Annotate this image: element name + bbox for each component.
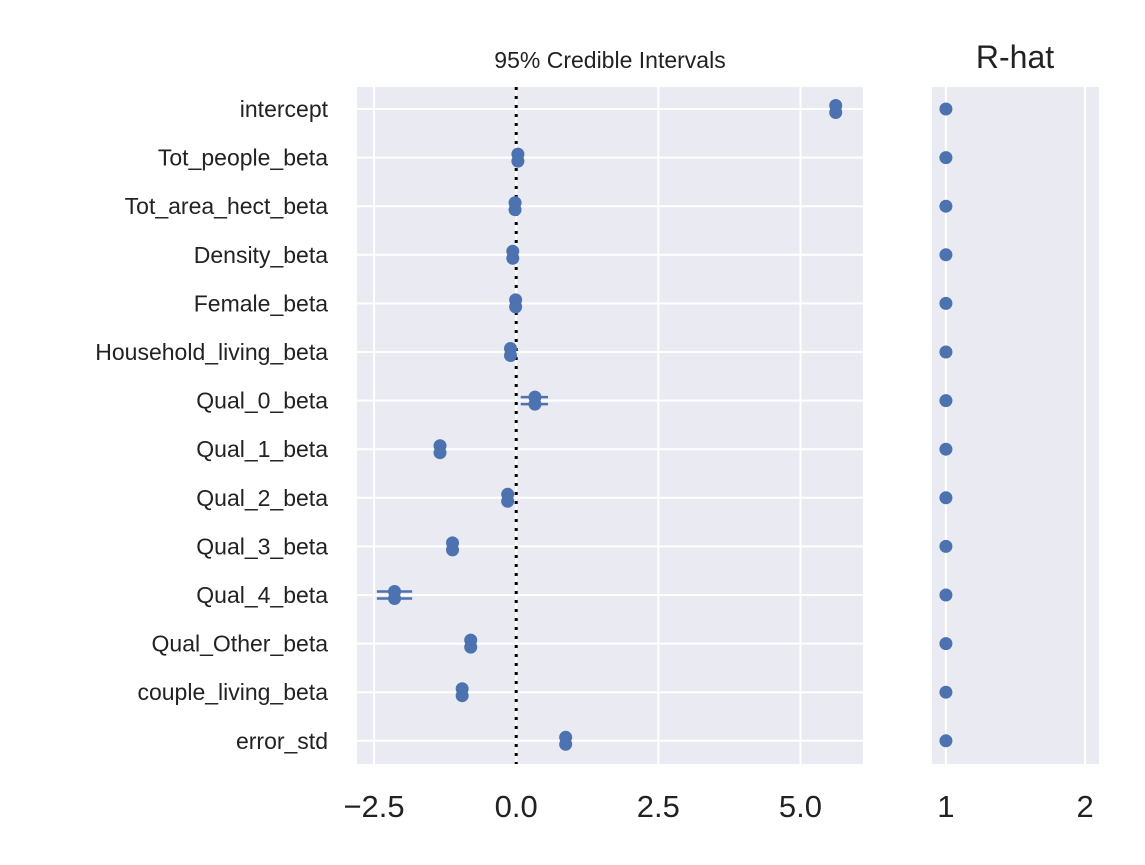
forest-plot-title: 95% Credible Intervals [494, 47, 725, 73]
mean-point-qual-3-beta-chain-2 [446, 543, 460, 557]
mean-point-density-beta-chain-2 [506, 251, 520, 265]
mean-point-household-living-beta-chain-2 [504, 349, 518, 362]
r-hat-point-female-beta [939, 296, 953, 310]
r-hat-point-tot-area-hect-beta [939, 199, 953, 213]
parameter-label-couple-living-beta: couple_living_beta [137, 679, 328, 705]
r-hat-point-qual-other-beta [939, 637, 953, 651]
credible-intervals-panel: 95% Credible Intervals intercept Tot_peop… [95, 47, 863, 824]
r-hat-point-qual-1-beta [939, 442, 953, 456]
parameter-label-qual-3-beta: Qual_3_beta [196, 533, 328, 559]
parameter-label-density-beta: Density_beta [194, 242, 328, 268]
parameter-label-qual-0-beta: Qual_0_beta [196, 388, 328, 414]
r-hat-point-couple-living-beta [939, 685, 953, 699]
forest-plot-background [357, 87, 863, 764]
forest-x-tick-label: −2.5 [343, 789, 404, 824]
r-hat-point-density-beta [939, 248, 953, 262]
r-hat-point-tot-people-beta [939, 151, 953, 165]
forest-x-tick-label: 2.5 [637, 789, 680, 824]
r-hat-point-household-living-beta [939, 345, 953, 359]
r-hat-point-intercept [939, 102, 953, 116]
mean-point-tot-area-hect-beta-chain-2 [508, 203, 522, 217]
mean-point-tot-people-beta-chain-2 [511, 154, 525, 168]
r-hat-point-qual-3-beta [939, 539, 953, 553]
parameter-label-qual-other-beta: Qual_Other_beta [152, 631, 329, 657]
mean-point-qual-1-beta-chain-2 [433, 446, 447, 460]
parameter-label-qual-4-beta: Qual_4_beta [196, 582, 328, 608]
r-hat-x-tick-label: 2 [1076, 789, 1093, 824]
r-hat-point-qual-2-beta [939, 491, 953, 505]
r-hat-point-qual-0-beta [939, 394, 953, 408]
r-hat-x-tick-label: 1 [937, 789, 954, 824]
mean-point-qual-4-beta-chain-2 [388, 592, 402, 605]
forest-x-tick-label: 5.0 [779, 789, 822, 824]
parameter-label-error-std: error_std [236, 728, 328, 754]
parameter-label-tot-people-beta: Tot_people_beta [158, 145, 328, 171]
parameter-label-female-beta: Female_beta [194, 290, 328, 316]
parameter-label-intercept: intercept [240, 96, 329, 122]
r-hat-title: R-hat [976, 39, 1054, 75]
mean-point-intercept-chain-2 [829, 106, 843, 119]
parameter-labels: intercept Tot_people_beta Tot_area_hect_be… [95, 96, 328, 754]
mean-point-female-beta-chain-2 [509, 300, 523, 314]
r-hat-point-error-std [939, 734, 953, 748]
mean-point-qual-2-beta-chain-2 [501, 494, 515, 508]
mean-point-couple-living-beta-chain-2 [455, 689, 469, 703]
parameter-label-household-living-beta: Household_living_beta [95, 339, 328, 365]
parameter-label-qual-2-beta: Qual_2_beta [196, 485, 328, 511]
r-hat-point-qual-4-beta [939, 588, 953, 602]
mean-point-error-std-chain-2 [559, 737, 573, 751]
parameter-label-tot-area-hect-beta: Tot_area_hect_beta [125, 193, 329, 219]
forest-x-tick-labels: −2.5 0.0 2.5 5.0 [343, 789, 822, 824]
r-hat-background [932, 87, 1099, 764]
parameter-label-qual-1-beta: Qual_1_beta [196, 436, 328, 462]
mean-point-qual-other-beta-chain-2 [464, 640, 478, 654]
forest-intervals [376, 99, 843, 751]
mean-point-qual-0-beta-chain-2 [528, 397, 542, 411]
r-hat-points [939, 102, 953, 748]
forest-x-tick-label: 0.0 [495, 789, 538, 824]
